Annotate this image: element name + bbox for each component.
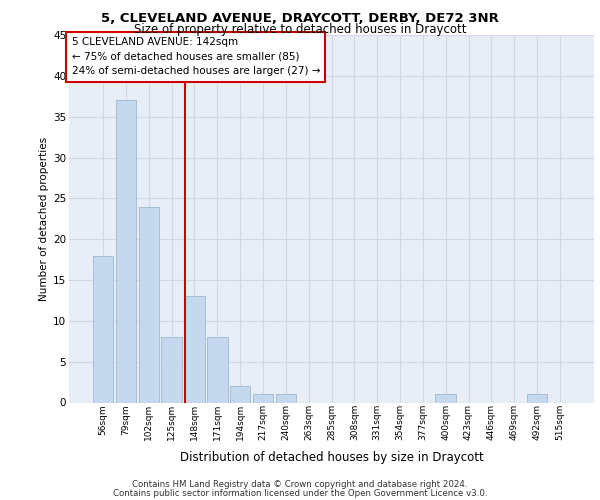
Bar (184, 296, 205, 403)
X-axis label: Distribution of detached houses by size in Draycott: Distribution of detached houses by size … (179, 452, 484, 464)
Text: 5 CLEVELAND AVENUE: 142sqm
← 75% of detached houses are smaller (85)
24% of semi: 5 CLEVELAND AVENUE: 142sqm ← 75% of deta… (71, 37, 320, 76)
Bar (161, 337, 182, 402)
Bar (230, 386, 250, 402)
Bar (436, 394, 456, 402)
Bar (116, 100, 136, 403)
Text: Size of property relative to detached houses in Draycott: Size of property relative to detached ho… (134, 22, 466, 36)
Bar (275, 394, 296, 402)
Text: 5, CLEVELAND AVENUE, DRAYCOTT, DERBY, DE72 3NR: 5, CLEVELAND AVENUE, DRAYCOTT, DERBY, DE… (101, 12, 499, 26)
Y-axis label: Number of detached properties: Number of detached properties (39, 136, 49, 301)
Bar (253, 394, 273, 402)
Text: Contains HM Land Registry data © Crown copyright and database right 2024.: Contains HM Land Registry data © Crown c… (132, 480, 468, 489)
Bar (207, 337, 227, 402)
Bar (139, 206, 159, 402)
Bar (527, 394, 547, 402)
Bar (93, 256, 113, 402)
Text: Contains public sector information licensed under the Open Government Licence v3: Contains public sector information licen… (113, 488, 487, 498)
